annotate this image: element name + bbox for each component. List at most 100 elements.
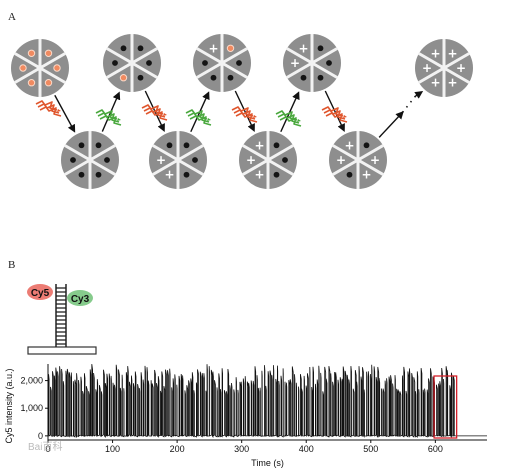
flash-ray [189,115,212,126]
dark-fluorophore [363,142,370,149]
flash-tip [207,118,211,121]
wheel-spoke [177,144,204,162]
dna-base-pairs [56,287,66,345]
flash-ray [145,110,168,121]
active-fluorophore [226,44,235,52]
wheel-spoke [196,61,223,79]
wheel-spoke [221,61,248,79]
surface-slab [27,346,97,355]
cy5-dye [27,284,53,300]
wheel-spoke [106,61,133,79]
wheel-spoke [152,144,179,162]
dna-hairpin-schematic: Cy5 Cy3 [27,284,97,355]
flash-ray [321,106,344,117]
dark-fluorophore [317,74,324,81]
flash-tip [117,118,121,121]
bleached-marker: + [422,61,432,75]
dark-fluorophore [273,142,280,149]
wheel-spoke [357,158,384,176]
green-light-flash [95,109,122,126]
transition-arrow [324,90,345,132]
flash-ray [95,109,118,120]
active-fluorophore [19,64,27,72]
red-light-flash [141,104,168,121]
x-tick-label: 500 [363,444,378,454]
wheel-spoke [311,61,338,79]
dark-fluorophore [273,171,280,178]
wheel-hub [218,59,226,67]
flash-tip [57,109,61,112]
bleached-marker: + [447,46,457,60]
wheel-bottom-1 [61,131,119,189]
dark-fluorophore [202,60,208,66]
dark-fluorophore [326,60,332,66]
wheel-spoke [357,144,384,162]
flash-ray [235,112,258,123]
bleached-marker: + [290,56,300,70]
x-tick-label: 100 [105,444,120,454]
active-fluorophore [27,49,36,57]
fluorophore-wheels: ++++++++ ++++++++++ [11,34,473,189]
wheel-spoke [64,158,91,176]
wheel-spoke [418,52,445,70]
wheel-spoke [39,66,66,84]
plot-axes [47,364,487,441]
bleached-marker: + [246,153,256,167]
bleached-marker: + [254,168,264,182]
wheel-spoke [242,158,269,176]
dark-fluorophore [300,74,307,81]
wheel-spoke [89,144,116,162]
flash-ray [231,106,254,117]
wheel-top-3: + [193,34,251,92]
dark-fluorophore [210,74,217,81]
wheel-spoke [443,52,470,70]
cy3-label: Cy3 [71,294,90,305]
wheel-top-1 [11,39,69,97]
x-tick-label: 200 [170,444,185,454]
dark-fluorophore [137,74,144,81]
wheel-hub [264,156,272,164]
x-tick-label: 300 [234,444,249,454]
wheel-spoke [242,144,269,162]
wheel-spoke [14,66,41,84]
dark-fluorophore [137,45,144,52]
flash-ray [277,113,300,124]
dark-fluorophore [317,45,324,52]
bleached-marker: + [361,168,371,182]
dark-fluorophore [282,157,288,163]
dark-fluorophore [112,60,118,66]
wheel-spoke [64,144,91,162]
wheel-top-4: ++ [283,34,341,92]
wheel-spoke [131,61,158,79]
red-light-flash [231,106,258,123]
wheel-top-5: +++++ + [415,39,473,97]
wheel-bottom-3: +++ [239,131,297,189]
bleached-marker: + [156,153,166,167]
dark-fluorophore [236,60,242,66]
y-tick-label: 1,000 [20,403,43,413]
bleached-marker: + [298,41,308,55]
dark-fluorophore [146,60,152,66]
flash-ray [97,112,120,123]
dark-fluorophore [346,171,353,178]
wheel-spoke [39,52,66,70]
wheel-bottom-4: ++++ [329,131,387,189]
dark-fluorophore [78,171,85,178]
wheel-hub [36,64,44,72]
wheel-top-2 [103,34,161,92]
flash-tip [163,113,167,116]
x-tick-label: 0 [45,444,50,454]
red-light-flash [321,106,348,123]
wheel-hub [354,156,362,164]
bleached-marker: + [456,61,466,75]
continuation-dots [401,95,417,113]
transition-arrow [54,94,76,133]
wheel-spoke [14,52,41,70]
wheel-hub [440,64,448,72]
bleached-marker: + [430,46,440,60]
active-fluorophore [53,64,61,72]
dark-fluorophore [70,157,76,163]
panel-label-b: B [8,259,15,271]
x-tick-label: 600 [428,444,443,454]
